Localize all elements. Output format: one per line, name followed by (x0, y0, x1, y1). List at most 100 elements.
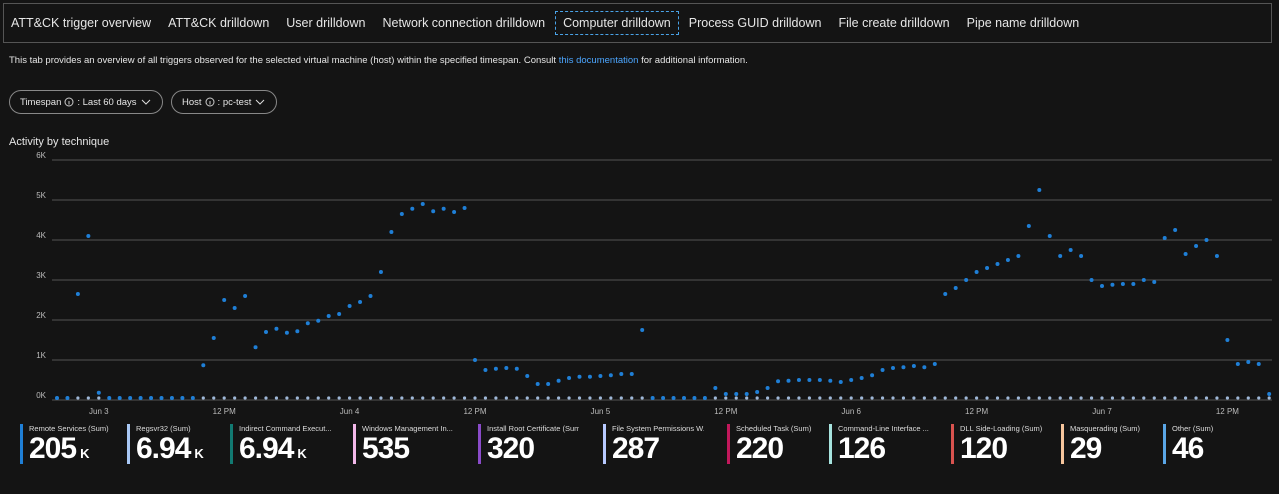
summary-tile: Remote Services (Sum) 205 K (20, 424, 121, 465)
filter-label: Timespan (20, 96, 62, 108)
data-point (264, 330, 268, 334)
baseline-dot (880, 396, 885, 400)
data-point (629, 372, 634, 376)
tab[interactable]: Process GUID drilldown (688, 16, 822, 30)
data-point (786, 378, 791, 383)
tab[interactable]: Pipe name drilldown (966, 16, 1080, 30)
baseline-dot (786, 396, 791, 400)
tile-number: 535 (362, 432, 410, 465)
baseline-dot (76, 396, 80, 400)
tile-number: 126 (838, 432, 886, 465)
tile-number: 6.94 (239, 432, 294, 465)
filter[interactable]: Host : pc-test (171, 90, 278, 114)
data-point (1089, 278, 1094, 282)
baseline-dot (264, 396, 268, 400)
tab[interactable]: Network connection drilldown (382, 16, 546, 30)
baseline-dot (557, 396, 561, 400)
tile-number: 29 (1070, 432, 1102, 465)
data-point (995, 262, 1000, 266)
tile-number: 6.94 (136, 432, 191, 465)
data-point (389, 230, 394, 234)
baseline-dot (1257, 396, 1261, 400)
x-tick-label: 12 PM (1216, 407, 1239, 416)
data-point (608, 373, 613, 378)
data-point (911, 364, 916, 368)
baseline-dot (410, 396, 414, 400)
tab[interactable]: File create drilldown (838, 16, 950, 30)
x-tick-label: Jun 4 (340, 407, 360, 416)
data-point (702, 396, 707, 400)
baseline-dot (452, 396, 456, 400)
filter-label: Host (182, 96, 202, 108)
baseline-dot (222, 396, 226, 400)
data-point (1246, 360, 1251, 364)
data-point (190, 396, 195, 400)
data-point (838, 380, 843, 384)
data-point (410, 206, 415, 211)
baseline-dot (316, 396, 320, 400)
data-point (180, 396, 185, 400)
x-tick-label: 12 PM (213, 407, 236, 416)
tile-number: 205 (29, 432, 77, 465)
baseline-dot (776, 396, 780, 400)
baseline-dot (609, 396, 613, 400)
baseline-dot (421, 396, 425, 400)
tile-value: 29 (1070, 433, 1162, 465)
tile-number: 320 (487, 432, 535, 465)
tab[interactable]: User drilldown (286, 16, 366, 30)
data-point (713, 386, 718, 390)
data-point (1047, 234, 1052, 238)
tab[interactable]: ATT&CK trigger overview (11, 16, 152, 30)
baseline-dot (358, 396, 362, 400)
data-point (1120, 282, 1125, 286)
data-point (807, 378, 812, 382)
baseline-dot (943, 396, 947, 400)
baseline-dot (97, 396, 101, 400)
tile-unit: K (80, 446, 89, 461)
baseline-dot (964, 396, 968, 400)
data-point (870, 373, 875, 378)
baseline-dot (745, 396, 749, 400)
tile-label: Install Root Certificate (Sum) (487, 424, 579, 433)
tile-value: 126 (838, 433, 930, 465)
data-point (755, 390, 760, 394)
data-point (222, 298, 227, 302)
data-point (1152, 280, 1157, 284)
data-point (1183, 252, 1188, 256)
tile-value: 120 (960, 433, 1052, 465)
tab[interactable]: ATT&CK drilldown (168, 16, 270, 30)
baseline-dot (724, 396, 728, 400)
baseline-dot (1121, 396, 1125, 400)
data-point (75, 292, 80, 296)
filter-value: : pc-test (217, 96, 252, 108)
summary-tile: Windows Management In... 535 (353, 424, 454, 465)
baseline-dot (954, 396, 958, 400)
baseline-dot (891, 396, 895, 400)
baseline-dot (233, 396, 237, 400)
doc-link[interactable]: this documentation (558, 55, 639, 66)
baseline-dot (525, 396, 529, 400)
baseline-dot (766, 396, 770, 400)
data-point (922, 365, 927, 370)
data-point (493, 366, 498, 371)
baseline-dot (285, 396, 289, 400)
tile-value: 320 (487, 433, 579, 465)
baseline-dot (389, 396, 393, 400)
data-point (55, 396, 59, 400)
description: This tab provides an overview of all tri… (9, 55, 748, 66)
baseline-dot (243, 396, 247, 400)
data-point (211, 336, 216, 340)
baseline-dot (975, 396, 979, 400)
data-point (556, 378, 561, 383)
data-point (452, 210, 457, 214)
baseline-dot (630, 396, 634, 400)
data-point (117, 396, 122, 400)
data-point (1037, 188, 1042, 192)
baseline-dot (306, 396, 310, 400)
data-point (525, 374, 530, 378)
tab[interactable]: Computer drilldown (555, 11, 679, 35)
x-tick-label: Jun 3 (89, 407, 109, 416)
y-tick-label: 0K (36, 391, 46, 400)
filter[interactable]: Timespan: Last 60 days (9, 90, 163, 114)
data-point (671, 396, 676, 400)
